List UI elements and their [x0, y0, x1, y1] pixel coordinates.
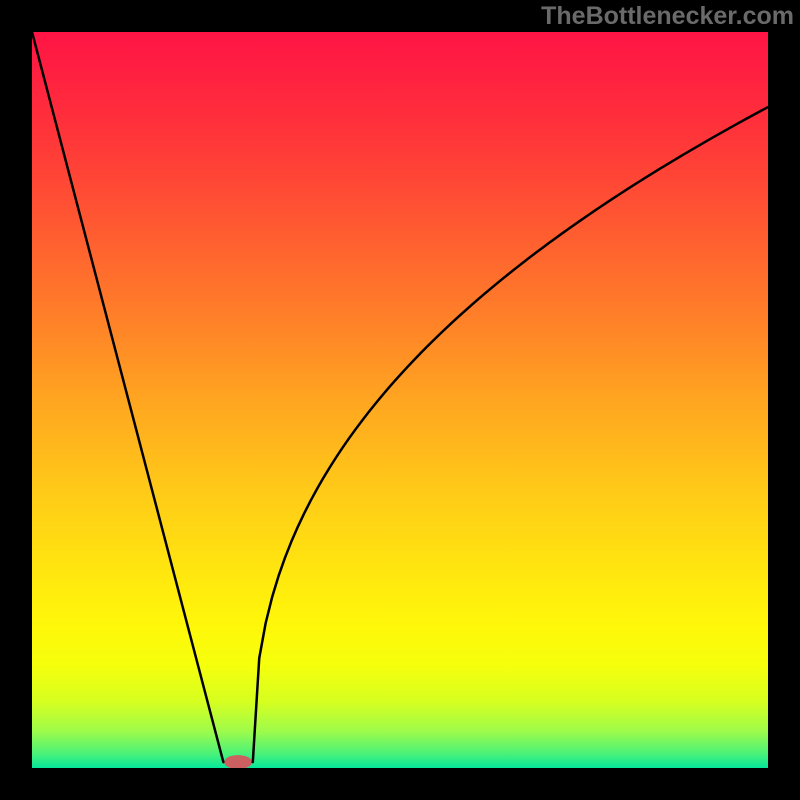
vertex-marker	[224, 755, 252, 768]
watermark-text: TheBottlenecker.com	[541, 2, 794, 31]
chart-container: TheBottlenecker.com	[0, 0, 800, 800]
curve-right-branch	[253, 107, 768, 762]
curve-layer	[32, 32, 768, 768]
curve-left-branch	[32, 32, 223, 762]
plot-area	[32, 32, 768, 768]
